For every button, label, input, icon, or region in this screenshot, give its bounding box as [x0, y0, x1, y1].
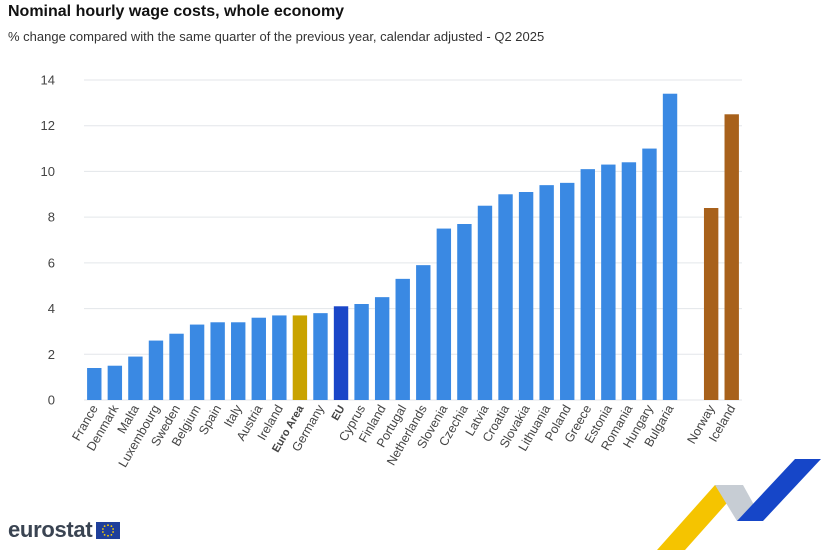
bar-ireland [272, 315, 287, 400]
bar-poland [560, 182, 575, 400]
bar-bulgaria [662, 93, 678, 400]
bar-malta [128, 356, 143, 400]
y-tick-label: 2 [48, 347, 55, 362]
x-axis-labels: FranceDenmarkMaltaLuxembourgSwedenBelgiu… [69, 402, 738, 470]
y-tick-label: 12 [41, 118, 55, 133]
bar-slovakia [518, 192, 534, 400]
bar-estonia [601, 164, 616, 400]
bar-portugal [395, 278, 410, 400]
bar-finland [374, 297, 390, 400]
bar-euro-area [292, 315, 308, 400]
bar-norway [703, 208, 719, 400]
bar-slovenia [436, 228, 452, 400]
bar-greece [580, 169, 595, 400]
bar-eu [333, 306, 349, 400]
bar-romania [621, 162, 637, 400]
bar-denmark [107, 365, 123, 400]
y-tick-label: 10 [41, 164, 55, 179]
bar-latvia [477, 205, 493, 400]
bar-hungary [642, 148, 657, 400]
y-tick-label: 4 [48, 301, 55, 316]
bar-germany [313, 313, 328, 400]
y-tick-label: 0 [48, 393, 55, 408]
bar-belgium [189, 324, 205, 400]
y-tick-label: 6 [48, 255, 55, 270]
bar-france [87, 368, 102, 400]
bar-austria [251, 317, 266, 400]
bar-czechia [457, 224, 472, 400]
bar-lithuania [539, 185, 554, 400]
bars [87, 93, 739, 401]
chart-title: Nominal hourly wage costs, whole economy [8, 3, 345, 20]
y-axis-ticks: 0 2 4 6 8 10 12 14 [41, 73, 55, 408]
bar-spain [210, 322, 225, 400]
logo-text: eurostat [8, 517, 93, 542]
bar-croatia [498, 194, 513, 400]
y-tick-label: 14 [41, 73, 55, 88]
bar-iceland [724, 114, 739, 401]
chart-subtitle: % change compared with the same quarter … [8, 29, 545, 44]
eu-flag-icon [96, 521, 121, 539]
eurostat-logo: eurostat [8, 517, 121, 543]
bar-luxembourg [148, 340, 164, 400]
bar-netherlands [416, 265, 431, 400]
decorative-swoosh-icon [657, 459, 821, 550]
bar-italy [231, 322, 246, 400]
bar-cyprus [354, 304, 369, 400]
bar-sweden [169, 333, 184, 400]
bar-chart: 0 2 4 6 8 10 12 14 FranceDenmarkMaltaLuxembourg… [41, 73, 742, 470]
y-tick-label: 8 [48, 210, 55, 225]
